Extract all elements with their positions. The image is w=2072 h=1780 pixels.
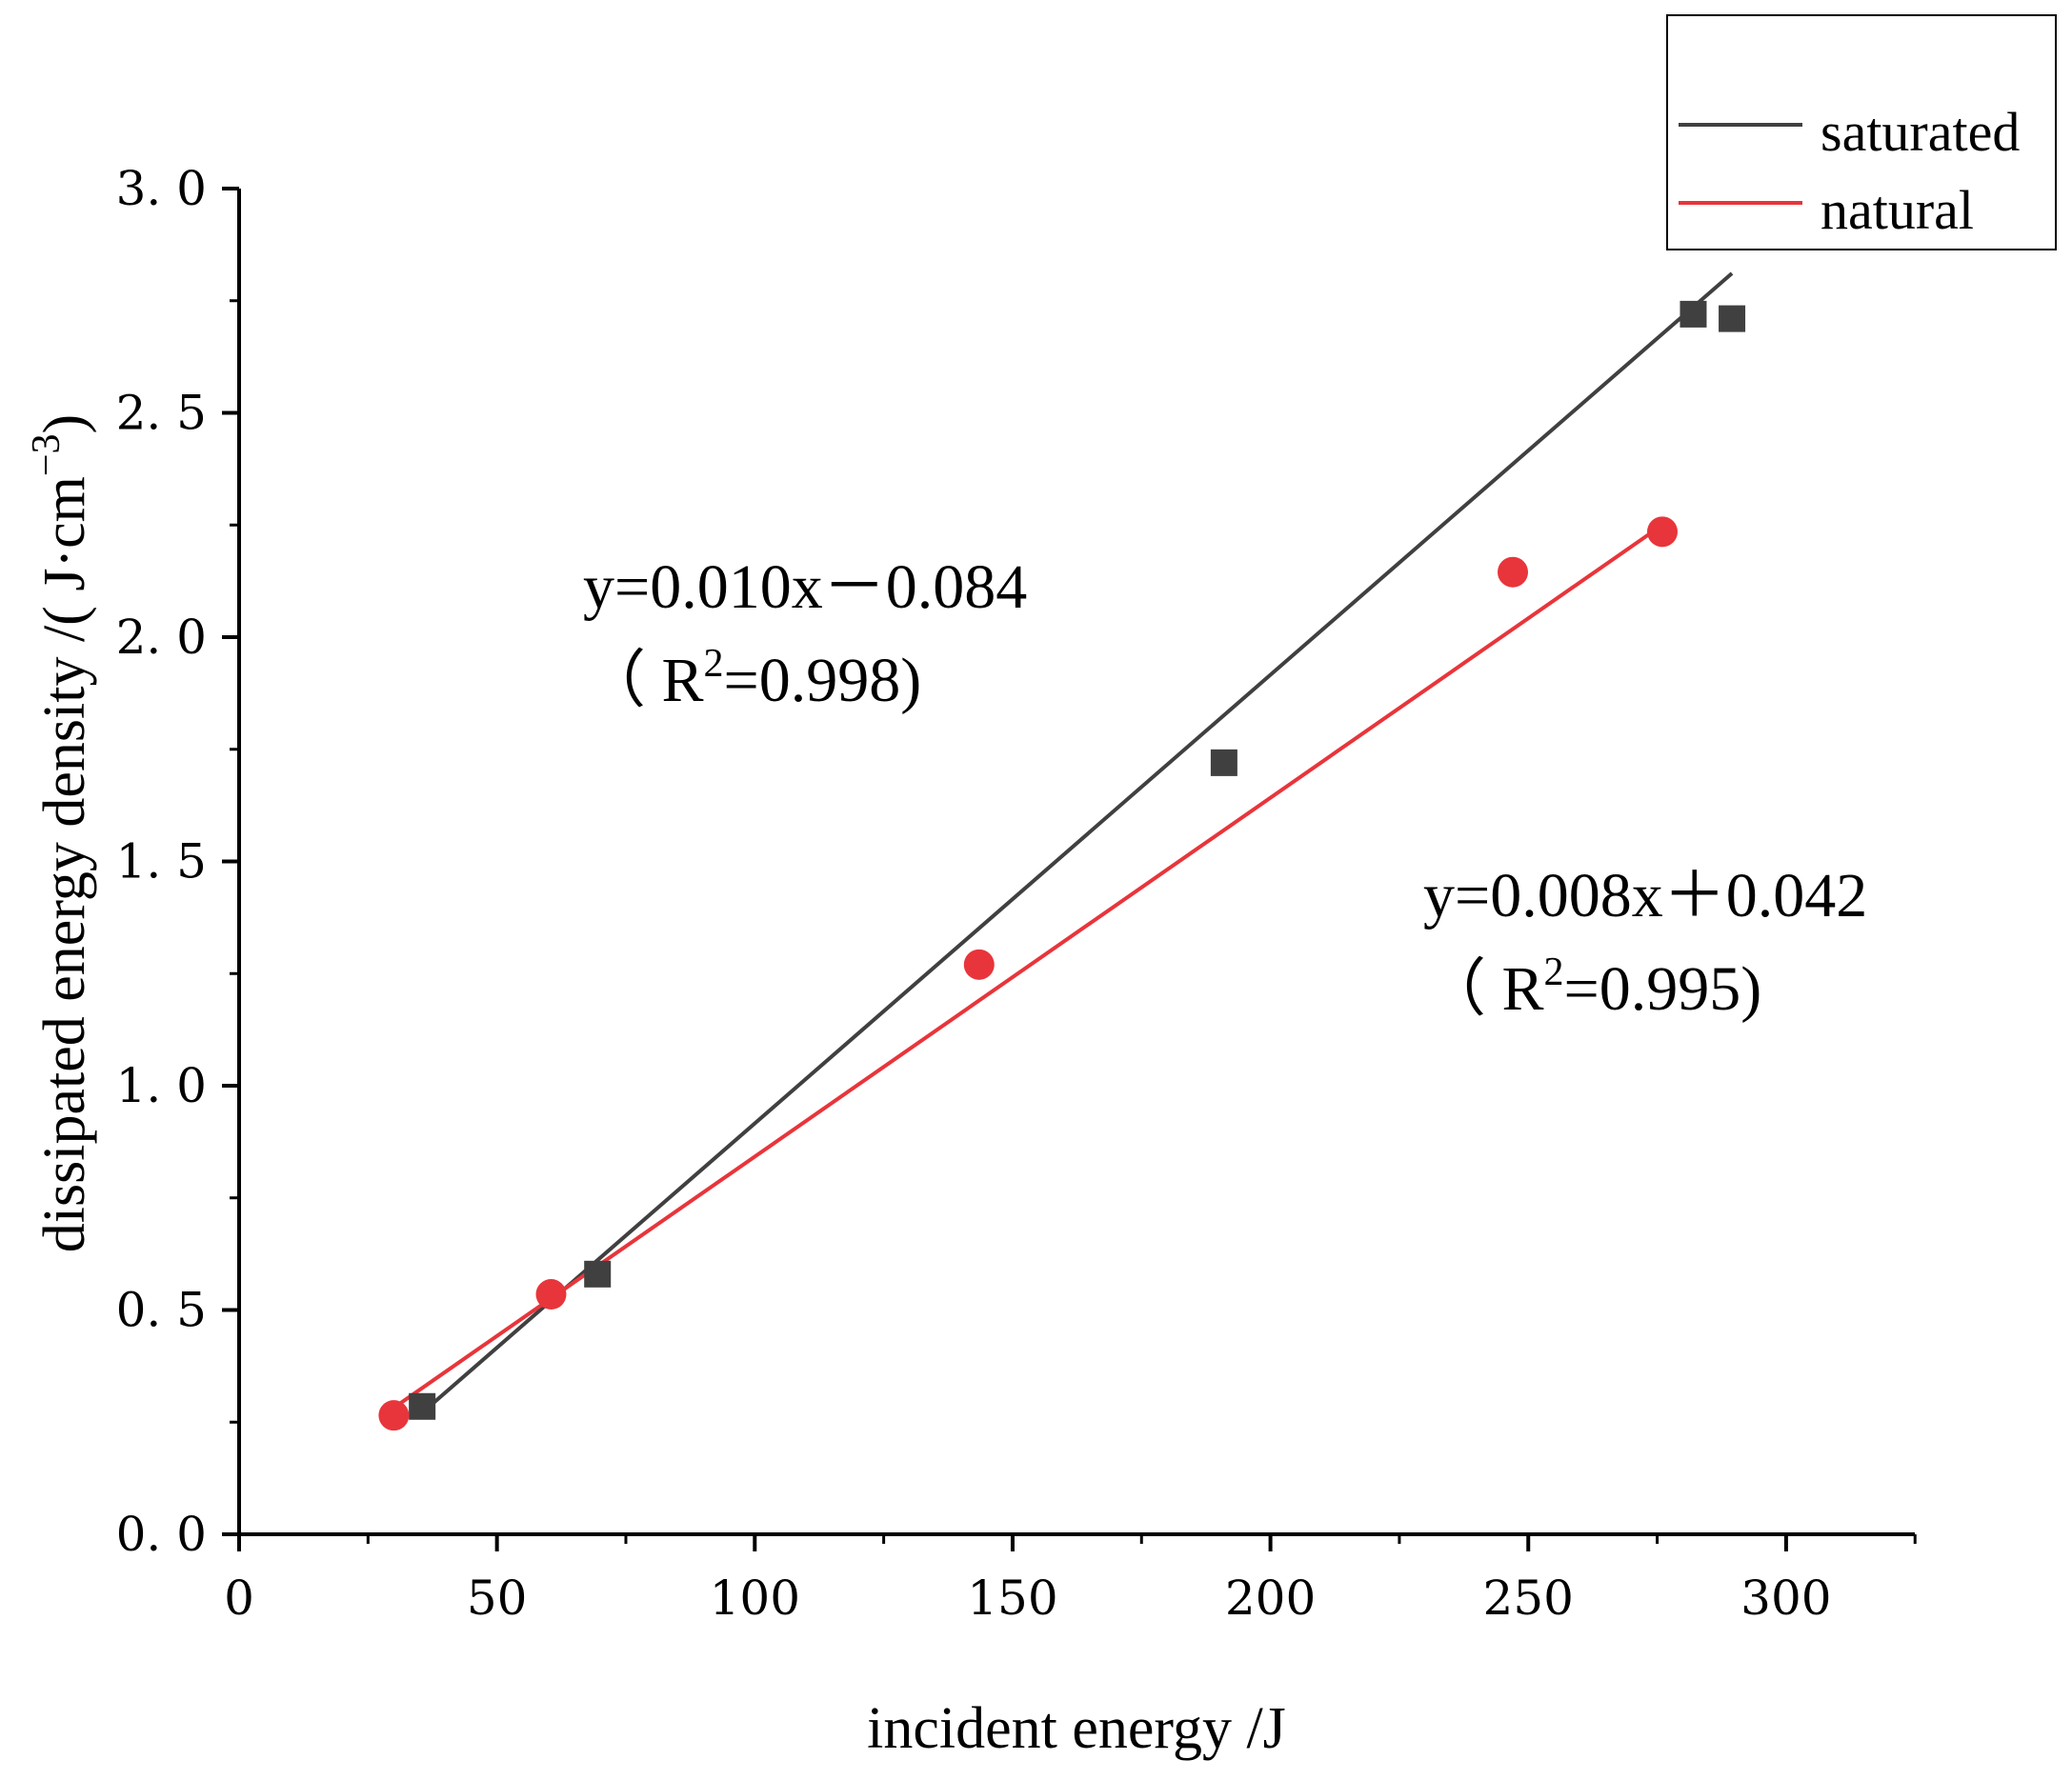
- x-tick-label: 0: [224, 1570, 254, 1626]
- y-tick-label: 1. 0: [116, 1058, 207, 1113]
- chart: 0 50 100 150 200 250 300 0. 0 0. 5 1. 0 1. 5 2. 0 2.…: [0, 0, 2072, 1780]
- x-tick-label: 200: [1225, 1570, 1316, 1626]
- data-point-saturated: [584, 1261, 611, 1288]
- data-point-natural: [378, 1400, 409, 1430]
- y-tick-label: 0. 0: [116, 1507, 207, 1562]
- data-point-saturated: [1680, 301, 1706, 328]
- x-tick-label: 100: [710, 1570, 800, 1626]
- legend-label-saturated: saturated: [1821, 101, 2020, 163]
- annotation-saturated-r2: （ R2=0.998): [583, 642, 921, 715]
- legend-label-natural: natural: [1821, 179, 1974, 241]
- data-point-natural: [964, 950, 995, 980]
- data-point-natural: [535, 1279, 566, 1310]
- annotation-saturated: y=0.010x－0.084 （ R2=0.998): [583, 552, 1027, 715]
- data-point-natural: [1498, 557, 1528, 588]
- y-tick-label: 2. 5: [116, 386, 207, 441]
- fit-line-saturated: [422, 273, 1732, 1412]
- fit-lines: [393, 273, 1732, 1412]
- x-tick-label: 150: [967, 1570, 1057, 1626]
- x-axis-title: incident energy /J: [867, 1696, 1286, 1761]
- y-axis-title: dissipated energy density /( J·cm−3): [25, 414, 97, 1252]
- data-point-saturated: [1719, 306, 1745, 332]
- annotation-natural-equation: y=0.008x＋0.042: [1423, 861, 1867, 930]
- y-tick-label: 2. 0: [116, 610, 207, 665]
- y-tick-label: 0. 5: [116, 1283, 207, 1338]
- annotation-natural-r2: （ R2=0.995): [1423, 950, 1761, 1024]
- data-point-natural: [1647, 516, 1678, 547]
- data-point-saturated: [409, 1393, 435, 1420]
- legend: saturated natural: [1667, 15, 2056, 250]
- annotation-saturated-equation: y=0.010x－0.084: [583, 552, 1027, 622]
- data-point-saturated: [1211, 750, 1237, 776]
- y-tick-label: 3. 0: [116, 161, 207, 216]
- y-axis-title-sup: −3: [25, 433, 69, 476]
- y-axis-title-close: ): [32, 414, 97, 434]
- x-tick-label: 50: [467, 1570, 528, 1626]
- x-tick-label: 300: [1740, 1570, 1831, 1626]
- y-tick-label: 1. 5: [116, 834, 207, 890]
- y-axis-title-main: dissipated energy density /( J·cm: [32, 476, 97, 1252]
- x-tick-label: 250: [1483, 1570, 1574, 1626]
- annotation-natural: y=0.008x＋0.042 （ R2=0.995): [1423, 861, 1867, 1024]
